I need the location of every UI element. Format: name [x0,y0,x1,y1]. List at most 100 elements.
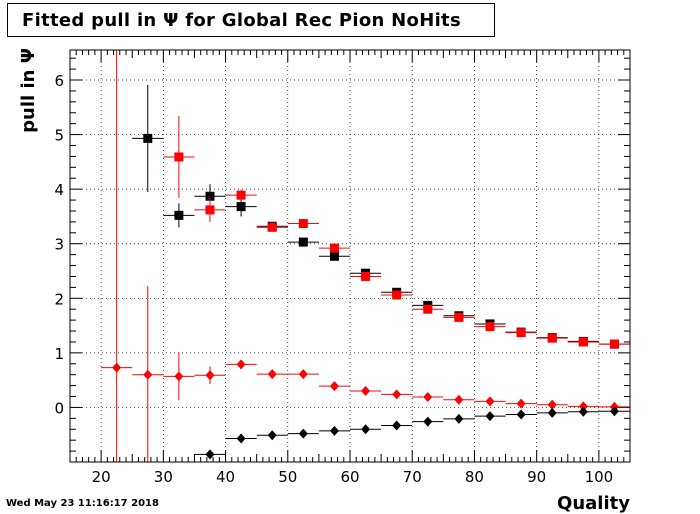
data-point [350,386,382,397]
data-point [225,359,257,370]
square-marker [609,339,619,349]
data-point [194,449,226,460]
diamond-marker [174,371,184,382]
data-point [443,413,475,424]
diamond-marker [454,394,464,405]
series-0 [132,84,630,349]
data-point [318,425,350,436]
diamond-marker [361,424,371,435]
diamond-marker [516,398,526,409]
y-axis-label: pull in Ψ [18,48,39,133]
diamond-marker [361,386,371,397]
data-point [287,219,319,229]
data-point [163,203,195,228]
x-tick-label: 50 [278,468,297,486]
data-point [194,197,226,222]
data-point [567,401,599,412]
data-point [225,189,257,201]
diamond-marker [112,362,122,373]
data-series [101,50,630,462]
x-axis-label: Quality [557,493,630,514]
data-point [318,243,350,253]
diamond-marker [423,392,433,403]
data-point [350,424,382,435]
square-marker [547,333,557,343]
chart-title: Fitted pull in Ψ for Global Rec Pion NoH… [7,3,495,37]
diamond-marker [578,401,588,412]
diamond-marker [485,411,495,422]
square-marker [329,243,339,253]
data-point [567,406,599,417]
x-tick-label: 30 [154,468,173,486]
data-point [256,369,288,380]
square-marker [205,191,215,201]
diamond-marker [392,389,402,400]
data-point [287,237,319,247]
plot-frame [69,49,631,463]
data-point [536,407,568,418]
data-point [194,366,226,384]
series-2 [101,50,630,462]
x-tick-label: 20 [92,468,111,486]
y-tick-label: 6 [54,72,64,90]
diamond-marker [329,425,339,436]
data-point [381,389,413,400]
diamond-marker [578,406,588,417]
data-point [381,420,413,431]
square-marker [267,222,277,232]
square-marker [236,202,246,212]
diamond-marker [423,416,433,427]
square-marker [485,322,495,332]
diamond-marker [609,406,619,417]
square-marker [423,304,433,314]
y-tick-label: 5 [54,127,64,145]
data-point [132,286,164,462]
x-tick-label: 100 [585,468,614,486]
data-point [381,290,413,300]
data-point [287,428,319,439]
data-point [163,116,195,198]
data-point [598,339,630,349]
data-point [505,398,537,409]
y-tick-label: 1 [54,345,64,363]
data-point [350,271,382,281]
timestamp: Wed May 23 11:16:17 2018 [6,498,159,509]
data-point [567,337,599,347]
diamond-marker [485,396,495,407]
grid-lines [70,50,630,462]
data-point [318,381,350,392]
x-tick-label: 40 [216,468,235,486]
square-marker [516,328,526,338]
square-marker [454,312,464,322]
diamond-marker [329,381,339,392]
series-1 [163,116,630,349]
diamond-marker [267,430,277,441]
square-marker [205,205,215,215]
data-point [101,50,133,462]
diamond-marker [454,413,464,424]
series-3 [194,406,630,460]
x-tick-label: 60 [340,468,359,486]
diamond-marker [205,449,215,460]
square-marker [298,237,308,247]
diamond-marker [547,407,557,418]
data-point [474,396,506,407]
data-point [443,394,475,405]
y-tick-label: 3 [54,236,64,254]
x-tick-label: 80 [465,468,484,486]
data-point [412,392,444,403]
diamond-marker [298,369,308,380]
y-tick-label: 4 [54,181,64,199]
diamond-marker [205,370,215,381]
data-point [318,251,350,261]
diamond-marker [392,420,402,431]
square-marker [329,251,339,261]
square-marker [143,133,153,143]
square-marker [361,271,371,281]
data-point [536,399,568,410]
square-marker [298,219,308,229]
square-marker [174,210,184,220]
data-point [225,433,257,444]
data-point [474,411,506,422]
